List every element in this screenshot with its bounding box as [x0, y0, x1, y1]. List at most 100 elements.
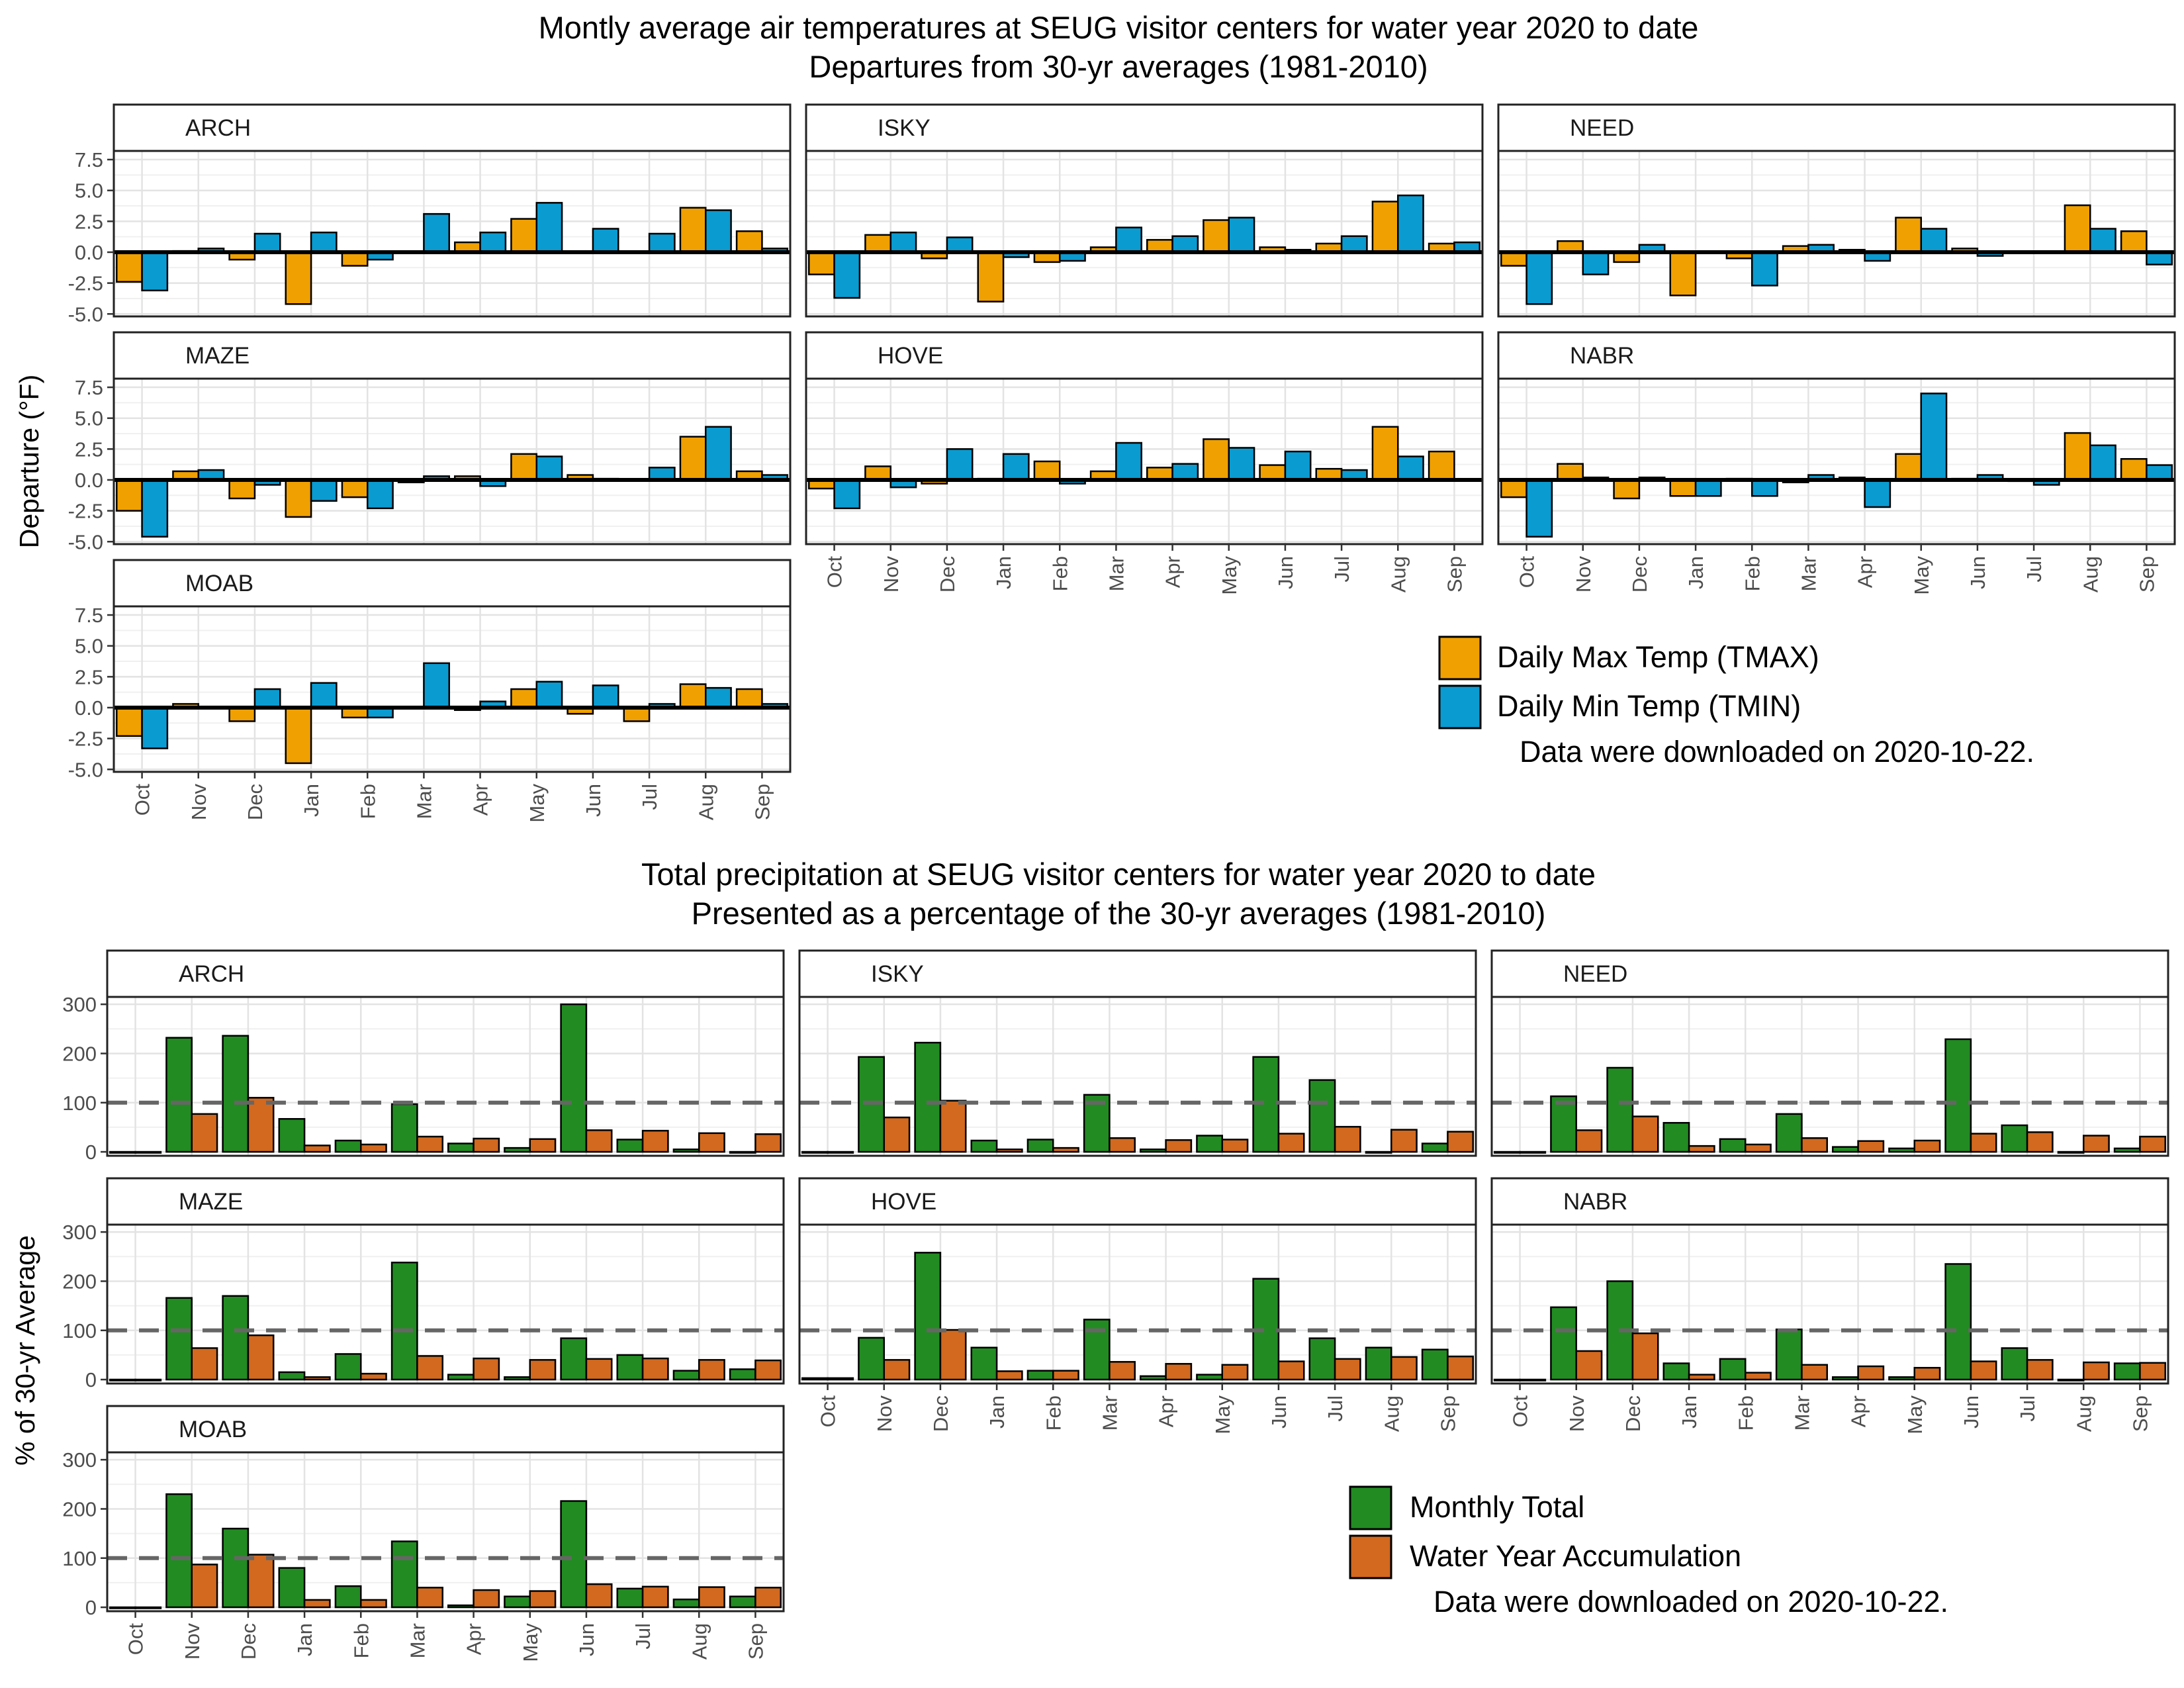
precipitation-panel-moab: MOAB 0 100 200 300 Oct Nov Dec Jan Feb Mar Apr May Ju… [62, 1405, 785, 1662]
panel-border [106, 1223, 785, 1385]
bar-series2-oct [134, 1150, 162, 1154]
bar-series2-mar [1115, 226, 1142, 254]
facet-strip [798, 949, 1477, 998]
x-tick-label: Oct [1509, 1395, 1532, 1428]
x-tick-label: Jun [575, 1623, 598, 1656]
bar-series2-jan [310, 231, 338, 254]
x-tick-label: May [1903, 1395, 1927, 1434]
bar-series2-nov [1575, 1350, 1603, 1381]
bar-series2-feb [1751, 251, 1778, 287]
bar-series1-aug [1371, 426, 1399, 481]
bar-series2-mar [1801, 1364, 1828, 1381]
bar-series2-nov [883, 1359, 911, 1381]
bar-series2-apr [1857, 1140, 1885, 1153]
bar-series2-jan [1688, 1374, 1715, 1381]
precipitation-title-line1: Total precipitation at SEUG visitor cent… [641, 857, 1596, 892]
bar-series2-dec [253, 688, 281, 709]
bar-series1-apr [447, 1604, 475, 1609]
bar-series1-sep [2120, 458, 2148, 481]
bar-series2-aug [705, 426, 732, 481]
x-tick-label: Aug [1380, 1395, 1403, 1432]
y-tick-label: 100 [62, 1092, 97, 1115]
bar-series1-aug [2064, 204, 2091, 254]
bar-series1-may [1895, 453, 1923, 481]
bar-series2-oct [1519, 1150, 1547, 1154]
bar-series1-feb [1026, 1370, 1054, 1381]
panel-border [113, 605, 792, 773]
bar-series2-nov [1582, 251, 1610, 275]
x-tick-label: Jun [1274, 556, 1297, 589]
x-tick-label: Jun [1267, 1395, 1291, 1429]
x-tick-label: Feb [349, 1623, 373, 1658]
bar-series2-oct [1525, 479, 1553, 538]
bar-series2-may [535, 455, 563, 481]
bar-series2-jun [1970, 1133, 1997, 1153]
bar-series2-jun [592, 684, 619, 709]
precipitation-panel-need: NEED [1490, 949, 2169, 1157]
panel-border [106, 996, 785, 1157]
bar-series2-apr [1165, 1139, 1193, 1153]
bar-series2-apr [473, 1589, 500, 1609]
x-tick-label: Jan [985, 1395, 1009, 1429]
bar-series2-oct [141, 706, 169, 749]
bar-series2-sep [2139, 1362, 2166, 1381]
facet-label: MAZE [185, 343, 250, 369]
bar-series1-jun [1259, 464, 1287, 481]
y-tick-label: 2.5 [75, 210, 103, 233]
bar-series1-jan [970, 1139, 998, 1153]
bar-series2-jan [995, 1370, 1023, 1381]
bar-series1-jul [1308, 1337, 1336, 1381]
facet-strip [1497, 331, 2176, 380]
x-tick-label: May [1211, 1395, 1234, 1434]
bar-series2-oct [141, 479, 169, 538]
y-tick-label: 300 [62, 1221, 97, 1244]
bar-series2-jan [303, 1599, 331, 1609]
precipitation-panel-isky: ISKY [798, 949, 1477, 1157]
bar-series2-feb [1751, 479, 1778, 497]
bar-series2-apr [1171, 463, 1199, 481]
facet-label: ARCH [185, 115, 251, 141]
x-tick-label: Jun [1966, 556, 1989, 589]
x-tick-label: Jul [1324, 1395, 1347, 1422]
y-tick-label: 5.0 [75, 407, 103, 430]
bar-series1-mar [390, 1540, 418, 1609]
panel-border [1490, 1223, 2169, 1385]
x-tick-label: Dec [244, 784, 267, 820]
bar-series2-apr [479, 231, 507, 254]
facet-strip [805, 331, 1484, 380]
bar-series2-jul [1340, 235, 1368, 254]
bar-series2-jun [1277, 1360, 1305, 1381]
bar-series2-apr [1171, 235, 1199, 254]
facet-label: MOAB [179, 1417, 247, 1442]
x-tick-label: Dec [929, 1395, 952, 1432]
bar-series2-jul [1334, 1125, 1361, 1153]
bar-series2-jul [648, 232, 676, 254]
temperature-panel-isky: ISKY [805, 103, 1484, 318]
x-tick-label: Feb [1741, 556, 1764, 591]
x-tick-label: Nov [880, 556, 903, 593]
legend-label-monthly-total: Monthly Total [1410, 1490, 1584, 1524]
bar-series2-nov [1575, 1129, 1603, 1153]
bar-series2-may [1221, 1364, 1249, 1381]
x-tick-label: Dec [936, 556, 959, 592]
x-tick-label: May [525, 784, 549, 823]
bar-series1-oct [808, 251, 835, 275]
bar-series2-sep [754, 1587, 782, 1609]
legend-swatch-tmax [1438, 635, 1482, 680]
bar-series2-may [529, 1359, 557, 1381]
facet-strip [1490, 1177, 2169, 1226]
bar-series1-nov [165, 1493, 193, 1609]
bar-series2-aug [705, 209, 732, 254]
bar-series1-aug [2064, 432, 2091, 481]
bar-series2-jan [995, 1149, 1023, 1153]
bar-series1-aug [679, 683, 707, 709]
x-tick-label: Oct [1516, 556, 1539, 588]
bar-series1-feb [334, 1585, 362, 1609]
bar-series2-aug [1390, 1129, 1418, 1153]
bar-series2-apr [473, 1137, 500, 1153]
bar-series2-aug [705, 686, 732, 709]
y-tick-label: 2.5 [75, 438, 103, 461]
x-tick-label: Feb [1734, 1395, 1757, 1430]
bar-series2-may [1228, 216, 1255, 254]
